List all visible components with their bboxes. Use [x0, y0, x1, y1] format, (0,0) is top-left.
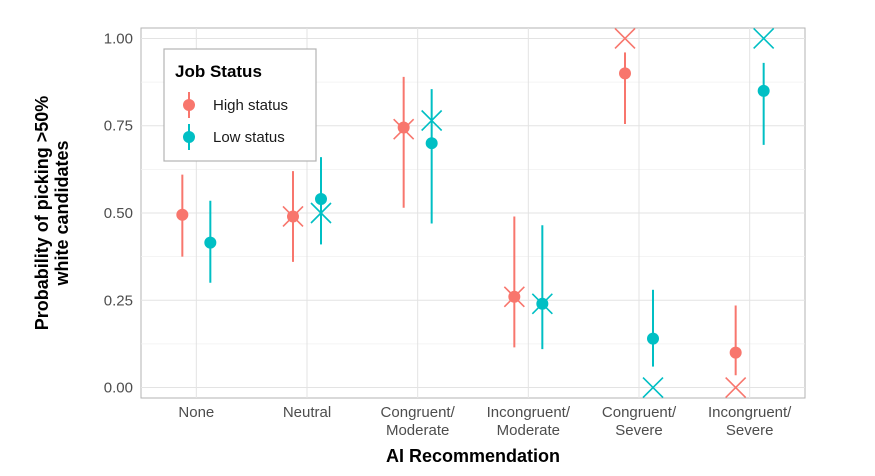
- y-axis-title-line-1: Probability of picking >50%: [32, 96, 52, 331]
- x-tick-label: Severe: [726, 422, 774, 439]
- x-tick-label: Congruent/: [602, 404, 677, 421]
- legend: Job Status High status Low status: [163, 48, 317, 162]
- legend-key-point: [183, 99, 195, 111]
- x-tick-label: None: [178, 404, 214, 421]
- observed-x-marker: [614, 27, 636, 50]
- x-tick-labels: None Neutral Congruent/ModerateIncongruent…: [178, 404, 792, 439]
- observed-x-marker: [310, 202, 332, 224]
- point-estimate: [315, 193, 327, 206]
- x-tick-label: Incongruent/: [487, 404, 571, 421]
- data-marks: [176, 27, 775, 399]
- observed-x-marker: [642, 376, 664, 399]
- y-tick-label: 1.00: [104, 30, 133, 47]
- y-axis-title-line-2: white candidates: [52, 140, 72, 286]
- observed-x-marker: [531, 293, 553, 315]
- point-estimate: [729, 346, 742, 359]
- x-tick-label: Congruent/: [381, 404, 456, 421]
- point-estimate: [647, 332, 659, 345]
- legend-key-point: [183, 131, 195, 143]
- observed-x-marker: [421, 109, 443, 132]
- legend-title: Job Status: [175, 62, 262, 81]
- point-estimate: [619, 67, 631, 80]
- observed-x-marker: [753, 27, 775, 50]
- point-estimate: [757, 84, 770, 97]
- x-tick-label: Moderate: [386, 422, 449, 439]
- observed-x-marker: [393, 118, 415, 140]
- point-estimate: [425, 137, 438, 150]
- point-estimate: [204, 236, 217, 249]
- observed-x-marker: [725, 376, 747, 399]
- y-tick-label: 0.25: [104, 292, 133, 309]
- x-axis-title: AI Recommendation: [386, 446, 560, 466]
- x-tick-label: Neutral: [283, 404, 331, 421]
- observed-x-marker: [503, 286, 525, 308]
- y-tick-labels: 0.00 0.25 0.50 0.75 1.00: [104, 30, 133, 396]
- legend-label: Low status: [213, 129, 285, 146]
- x-tick-label: Moderate: [497, 422, 560, 439]
- point-estimate: [397, 121, 410, 134]
- y-axis-title: Probability of picking >50% white candid…: [32, 96, 72, 331]
- x-tick-label: Incongruent/: [708, 404, 792, 421]
- y-tick-label: 0.75: [104, 118, 133, 135]
- x-tick-label: Severe: [615, 422, 663, 439]
- point-estimate: [176, 208, 189, 221]
- observed-x-marker: [282, 205, 304, 228]
- y-tick-label: 0.50: [104, 205, 133, 222]
- legend-label: High status: [213, 97, 288, 114]
- y-tick-label: 0.00: [104, 380, 133, 397]
